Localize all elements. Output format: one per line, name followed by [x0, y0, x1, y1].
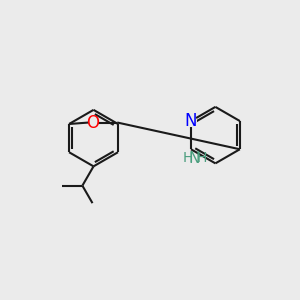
Circle shape: [186, 116, 196, 126]
Text: H: H: [182, 151, 193, 165]
Text: O: O: [86, 113, 99, 131]
Text: H: H: [196, 151, 207, 165]
Text: N: N: [189, 151, 200, 166]
Text: N: N: [185, 112, 197, 130]
